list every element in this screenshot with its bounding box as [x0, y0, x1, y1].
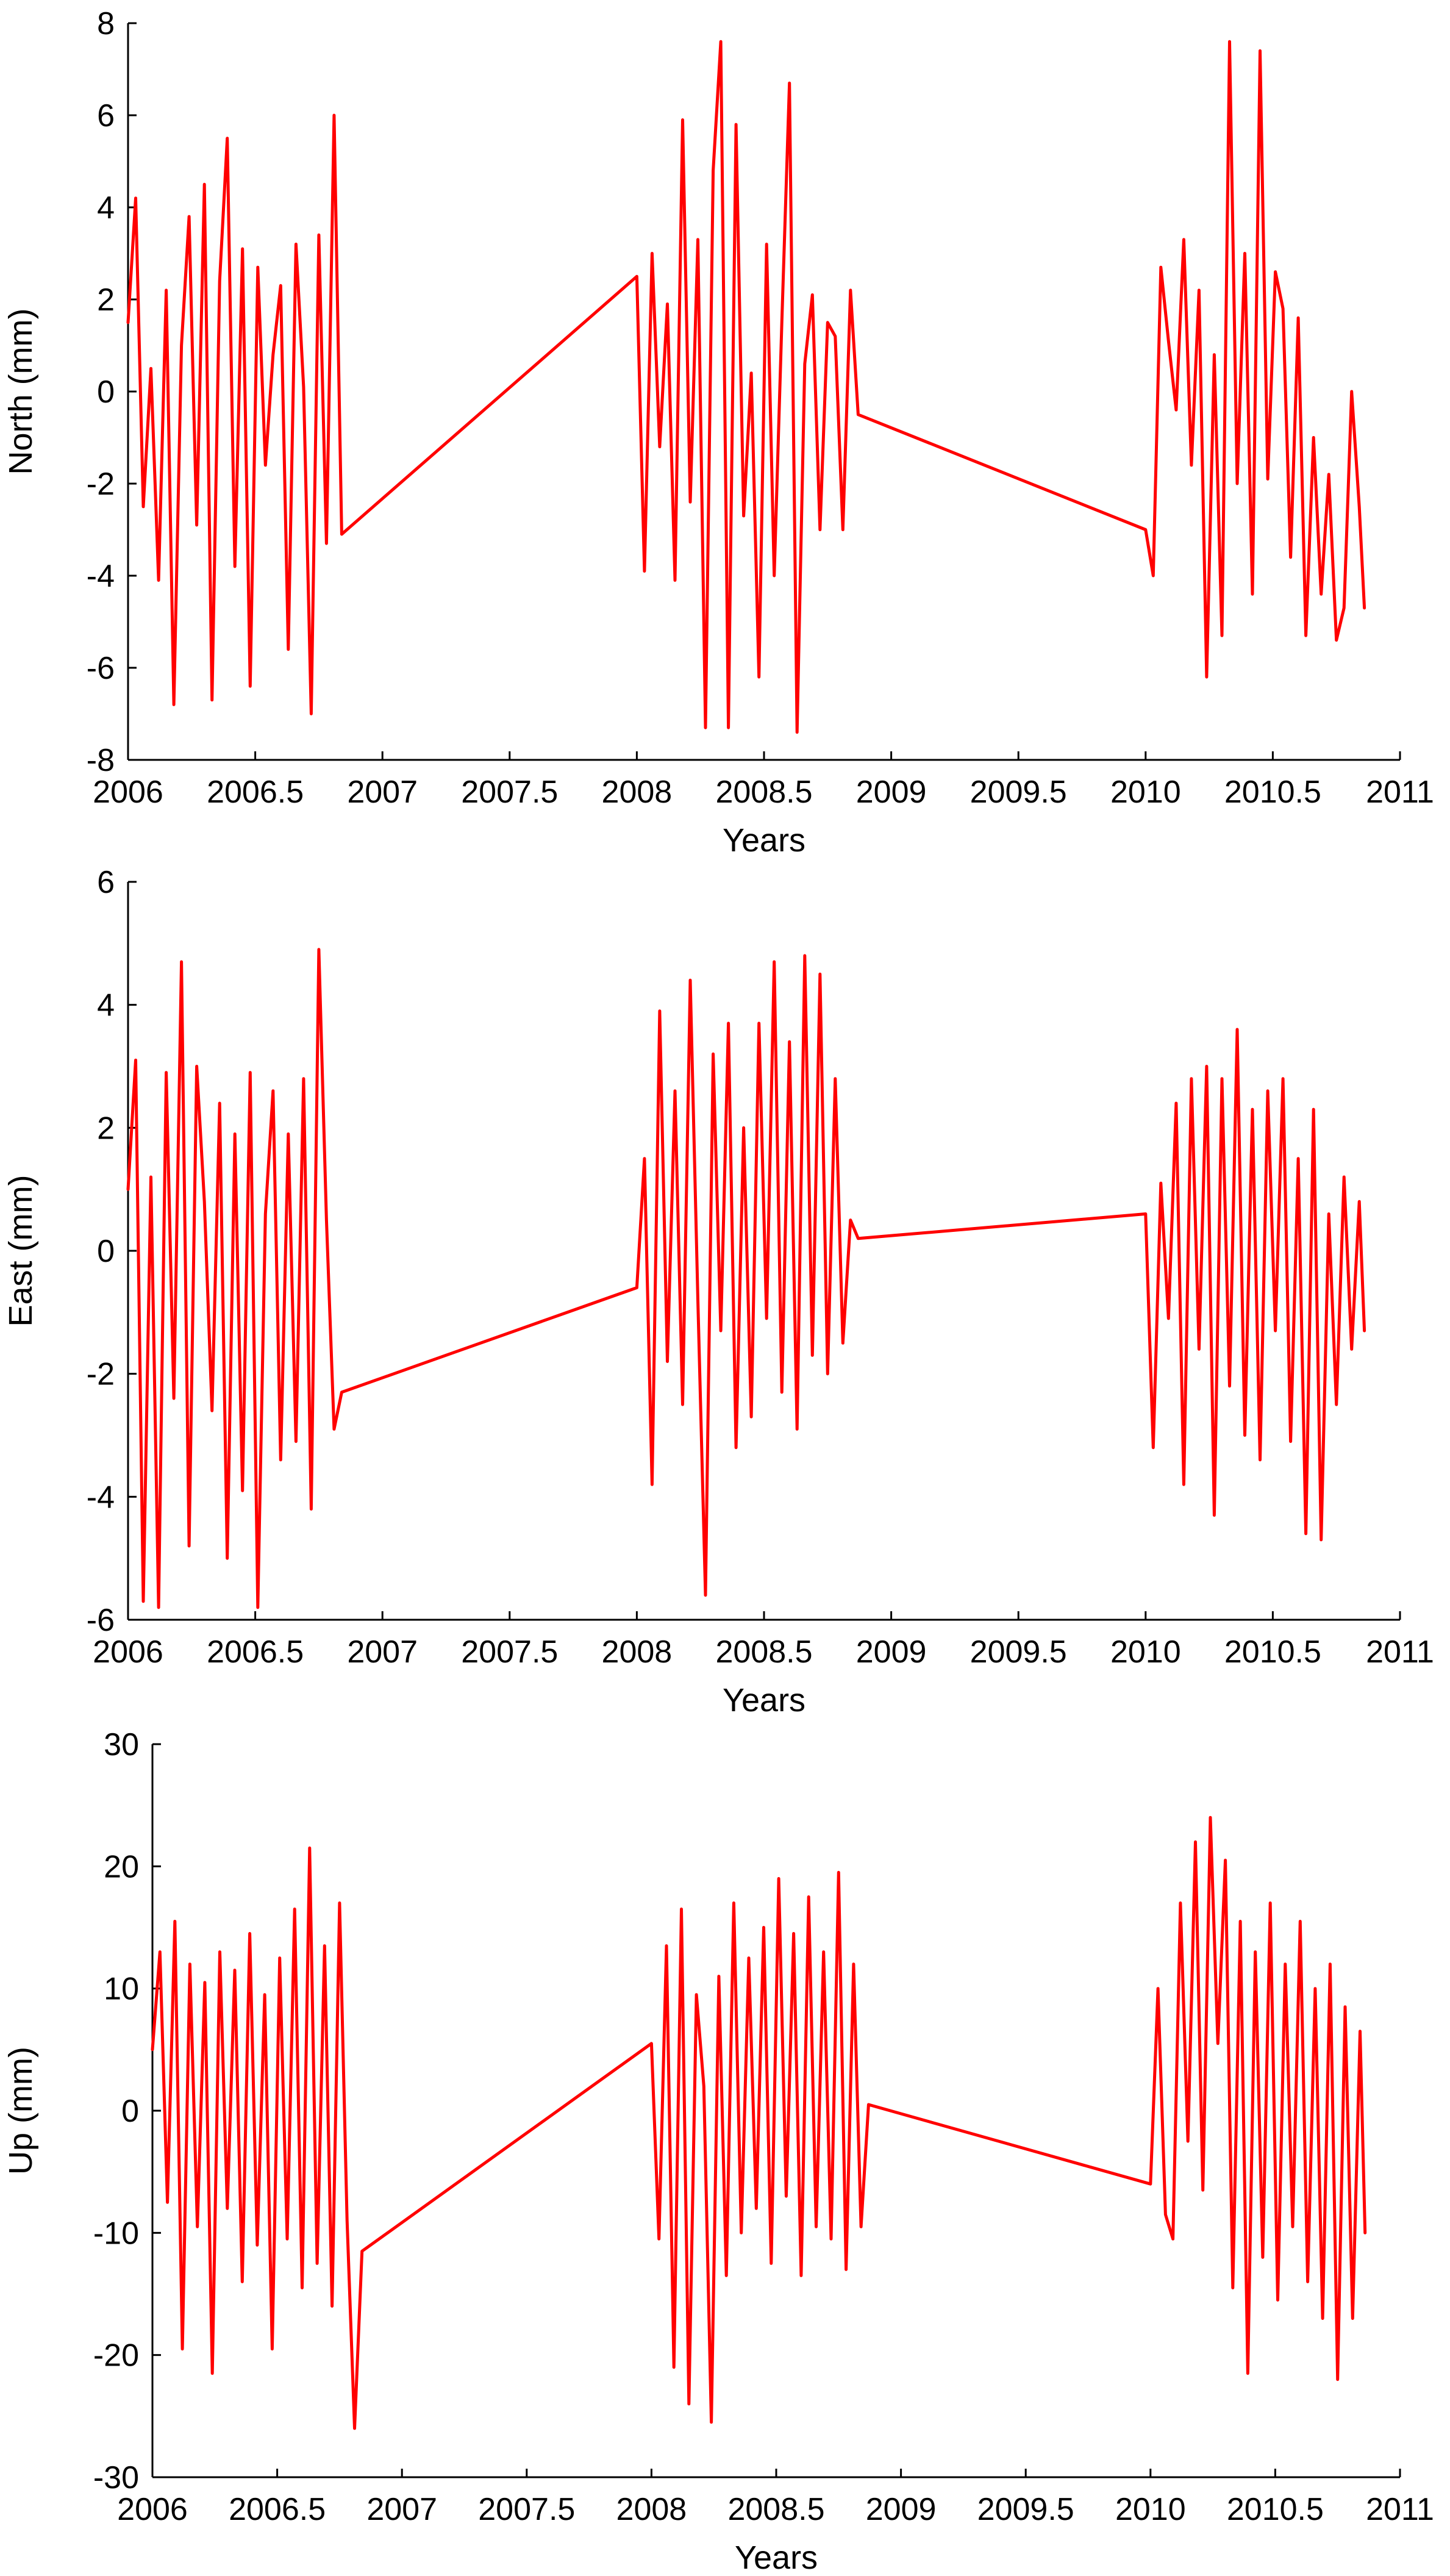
- chart-panel-2: 2006 2006.5 2007 2007.5 2008 2008.5 2009 2009.5…: [2, 1727, 1434, 2576]
- x-tick-label: 2007: [347, 1634, 418, 1670]
- x-tick-label: 2011: [1366, 775, 1434, 810]
- y-tick-label: -8: [87, 743, 115, 778]
- chart-panel-0: 2006 2006.5 2007 2007.5 2008 2008.5 2009 2009.5…: [2, 6, 1434, 859]
- series-line: [126, 40, 1366, 734]
- x-tick-label: 2008.5: [715, 775, 812, 810]
- x-tick-label: 2010.5: [1227, 2492, 1324, 2527]
- y-axis-title: Up (mm): [2, 2047, 39, 2175]
- x-tick-label: 2006.5: [207, 775, 304, 810]
- y-tick-label: 8: [97, 6, 115, 41]
- x-tick-label: 2006: [93, 775, 163, 810]
- x-tick-label: 2010.5: [1224, 775, 1321, 810]
- x-tick-label: 2006.5: [229, 2492, 326, 2527]
- x-tick-label: 2009.5: [977, 2492, 1074, 2527]
- y-tick-label: -6: [87, 651, 115, 686]
- x-tick-label: 2007.5: [478, 2492, 575, 2527]
- x-axis-title: Years: [735, 2539, 818, 2576]
- y-tick-label: 10: [104, 1972, 139, 2007]
- y-axis-title: North (mm): [2, 309, 39, 475]
- y-tick-label: -4: [87, 559, 115, 594]
- y-tick-label: 6: [97, 98, 115, 134]
- x-tick-label: 2009: [856, 1634, 927, 1670]
- x-tick-label: 2006: [93, 1634, 163, 1670]
- x-tick-label: 2010: [1115, 2492, 1186, 2527]
- x-tick-label: 2010.5: [1224, 1634, 1321, 1670]
- x-tick-label: 2007.5: [461, 775, 558, 810]
- y-tick-label: 4: [97, 190, 115, 226]
- x-tick-label: 2010: [1110, 1634, 1181, 1670]
- chart-panel-1: 2006 2006.5 2007 2007.5 2008 2008.5 2009 2009.5…: [2, 865, 1434, 1719]
- y-tick-label: -6: [87, 1603, 115, 1638]
- x-tick-label: 2006.5: [207, 1634, 304, 1670]
- series-line: [126, 948, 1366, 1609]
- y-tick-label: -2: [87, 1357, 115, 1392]
- x-axis-title: Years: [723, 1682, 805, 1719]
- x-tick-label: 2007: [347, 775, 418, 810]
- x-tick-label: 2010: [1110, 775, 1181, 810]
- x-tick-label: 2006: [117, 2492, 188, 2527]
- y-tick-label: -30: [93, 2460, 139, 2496]
- series-line: [151, 1816, 1367, 2430]
- x-tick-label: 2008.5: [715, 1634, 812, 1670]
- x-tick-label: 2007: [366, 2492, 437, 2527]
- x-tick-label: 2009.5: [970, 775, 1067, 810]
- x-tick-label: 2011: [1366, 1634, 1434, 1670]
- y-tick-label: 6: [97, 865, 115, 900]
- x-tick-label: 2009: [856, 775, 927, 810]
- y-tick-label: -10: [93, 2216, 139, 2251]
- y-tick-label: 2: [97, 1111, 115, 1146]
- y-tick-label: 4: [97, 988, 115, 1023]
- y-tick-label: 2: [97, 282, 115, 318]
- x-tick-label: 2009.5: [970, 1634, 1067, 1670]
- y-tick-label: 0: [121, 2094, 139, 2129]
- x-tick-label: 2008.5: [727, 2492, 824, 2527]
- y-axis-title: East (mm): [2, 1175, 39, 1327]
- x-tick-label: 2008: [602, 775, 673, 810]
- y-tick-label: 20: [104, 1849, 139, 1884]
- x-tick-label: 2009: [866, 2492, 937, 2527]
- y-tick-label: -20: [93, 2338, 139, 2374]
- x-tick-label: 2007.5: [461, 1634, 558, 1670]
- y-tick-label: -4: [87, 1479, 115, 1515]
- x-axis-title: Years: [723, 822, 805, 859]
- y-tick-label: 0: [97, 374, 115, 410]
- x-tick-label: 2008: [602, 1634, 673, 1670]
- y-tick-label: 0: [97, 1234, 115, 1269]
- y-tick-label: 30: [104, 1727, 139, 1762]
- x-tick-label: 2008: [616, 2492, 687, 2527]
- y-tick-label: -2: [87, 467, 115, 502]
- x-tick-label: 2011: [1366, 2492, 1434, 2527]
